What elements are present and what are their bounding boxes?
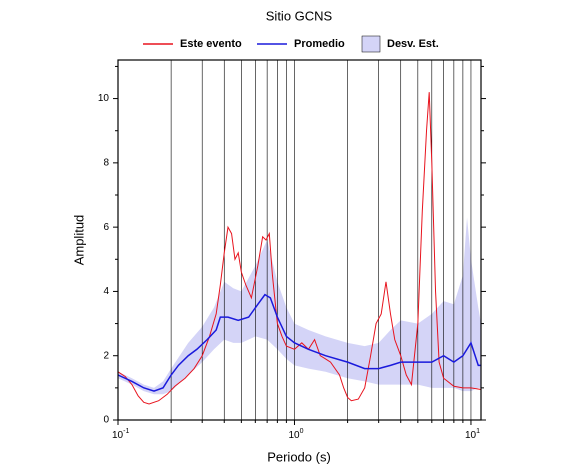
x-tick-label: 101 (465, 428, 480, 441)
series-line (117, 293, 481, 392)
legend-label: Promedio (294, 38, 345, 50)
y-tick-label: 0 (103, 415, 109, 426)
y-tick-label: 10 (98, 93, 110, 104)
x-tick-base: 10 (112, 430, 124, 441)
x-tick-label: 10-1 (112, 428, 129, 441)
plot-frame (117, 59, 482, 421)
y-tick-label: 4 (103, 286, 109, 297)
x-tick-label: 100 (288, 428, 303, 441)
x-tick-exponent: -1 (123, 428, 129, 435)
series-line (117, 92, 482, 405)
x-tick-base: 10 (288, 430, 300, 441)
legend: Este evento Promedio Desv. Est. (143, 35, 439, 53)
plot-area (117, 60, 482, 420)
x-tick-exponent: 0 (300, 428, 304, 435)
x-tick-exponent: 1 (476, 428, 480, 435)
std-band (118, 217, 481, 395)
legend-label: Desv. Est. (387, 38, 439, 50)
y-tick-label: 6 (103, 222, 109, 233)
y-tick-label: 2 (103, 350, 109, 361)
y-tick-label: 8 (103, 157, 109, 168)
legend-label: Este evento (180, 38, 242, 50)
legend-swatch (361, 35, 381, 53)
x-tick-base: 10 (465, 430, 477, 441)
y-axis-label: Amplitud (71, 215, 86, 266)
chart-title: Sitio GCNS (266, 8, 333, 23)
x-axis-label: Periodo (s) (267, 449, 331, 464)
